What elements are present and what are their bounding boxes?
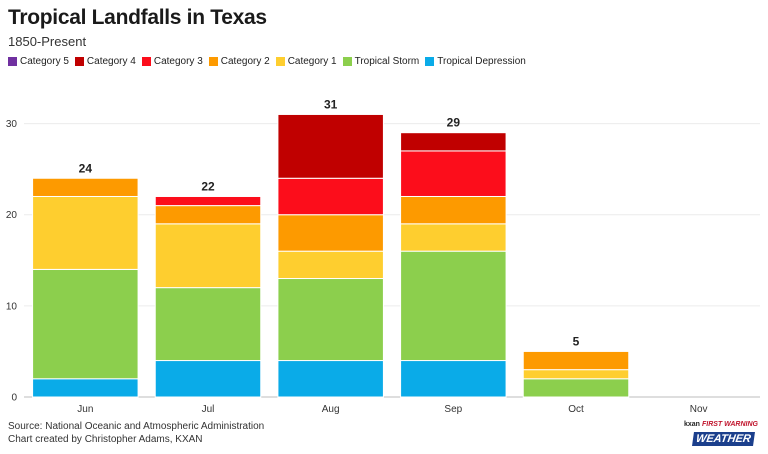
y-tick-label-30: 30 (6, 119, 18, 130)
legend-item-category-5: Category 5 (8, 56, 69, 67)
chart-footer: Source: National Oceanic and Atmospheric… (8, 420, 264, 446)
bar-segment-jul-category-2 (154, 205, 262, 225)
legend-swatch-category-2 (208, 57, 218, 66)
total-label-oct: 5 (573, 334, 580, 348)
legend-item-category-4: Category 4 (74, 56, 136, 67)
bar-segment-sep-tropical-storm (400, 250, 507, 362)
total-label-sep: 29 (447, 116, 461, 130)
bar-segment-jun-category-2 (32, 177, 139, 197)
legend-swatch-category-3 (141, 57, 151, 66)
legend-item-category-1: Category 1 (275, 56, 337, 67)
bar-segment-jun-tropical-depression (32, 378, 139, 398)
x-tick-label-jul: Jul (202, 404, 215, 415)
chart-legend: Category 5 Category 4 Category 3 Category 2… (8, 56, 532, 67)
x-tick-label-jun: Jun (77, 404, 93, 415)
total-label-aug: 31 (324, 97, 338, 111)
bar-segment-sep-tropical-depression (400, 360, 507, 398)
legend-swatch-tropical-depression (425, 57, 435, 66)
credit-note: Chart created by Christopher Adams, KXAN (8, 434, 203, 445)
logo-weather-wordmark: WEATHER (692, 432, 755, 446)
legend-label-category-3: Category 3 (153, 56, 203, 67)
y-tick-label-10: 10 (6, 301, 18, 312)
legend-label-tropical-storm: Tropical Storm (354, 56, 420, 67)
legend-item-category-2: Category 2 (208, 56, 270, 67)
bar-segment-aug-category-3 (277, 177, 384, 216)
bar-segment-sep-category-1 (400, 223, 507, 252)
legend-swatch-category-1 (275, 57, 285, 66)
bar-segment-jul-category-3 (154, 195, 262, 207)
first-warning-weather-logo: kxan FIRST WARNING WEATHER (684, 421, 758, 446)
bar-segment-jul-tropical-depression (154, 360, 262, 398)
legend-swatch-category-5 (8, 57, 17, 66)
bar-segment-sep-category-3 (400, 150, 507, 197)
legend-label-category-4: Category 4 (86, 56, 136, 67)
legend-label-category-2: Category 2 (220, 56, 270, 67)
bar-segment-oct-category-1 (522, 369, 630, 380)
x-tick-label-oct: Oct (568, 404, 584, 415)
legend-item-tropical-storm: Tropical Storm (342, 56, 420, 67)
bar-segment-jul-tropical-storm (154, 287, 262, 362)
logo-tagline: FIRST WARNING (701, 421, 758, 428)
stacked-bar-chart: 0 10 20 30 24 Jun 22 Jul 31 Aug 29 Sep 5 Oct Nov (6, 97, 760, 415)
bar-segment-jun-category-1 (32, 195, 139, 270)
bar-segment-aug-category-1 (277, 250, 384, 280)
bar-segment-oct-category-2 (522, 350, 630, 371)
bar-segment-aug-category-2 (277, 214, 384, 252)
x-tick-label-nov: Nov (690, 404, 708, 415)
legend-label-category-1: Category 1 (287, 56, 337, 67)
legend-swatch-category-4 (74, 57, 84, 66)
bar-segment-aug-tropical-storm (277, 278, 384, 362)
legend-swatch-tropical-storm (342, 57, 352, 66)
logo-station: kxan (684, 421, 700, 428)
bar-segment-oct-tropical-storm (522, 378, 630, 398)
chart-subtitle: 1850-Present (8, 34, 87, 49)
y-tick-label-0: 0 (11, 393, 17, 404)
legend-item-category-3: Category 3 (141, 56, 203, 67)
bar-segment-jul-category-1 (154, 223, 262, 289)
legend-label-category-5: Category 5 (20, 56, 69, 67)
x-tick-label-aug: Aug (322, 404, 340, 415)
bar-segment-sep-category-4 (400, 132, 507, 152)
y-tick-label-20: 20 (6, 210, 18, 221)
total-label-jul: 22 (201, 179, 215, 193)
bar-segment-jun-tropical-storm (32, 268, 139, 380)
chart-title: Tropical Landfalls in Texas (8, 6, 267, 29)
legend-label-tropical-depression: Tropical Depression (437, 56, 526, 67)
bar-segment-aug-tropical-depression (277, 360, 384, 398)
x-tick-label-sep: Sep (444, 404, 462, 415)
total-label-jun: 24 (79, 161, 93, 175)
bar-segment-sep-category-2 (400, 195, 507, 225)
source-note: Source: National Oceanic and Atmospheric… (8, 421, 265, 432)
legend-item-tropical-depression: Tropical Depression (425, 56, 526, 67)
bar-segment-aug-category-4 (277, 113, 384, 179)
